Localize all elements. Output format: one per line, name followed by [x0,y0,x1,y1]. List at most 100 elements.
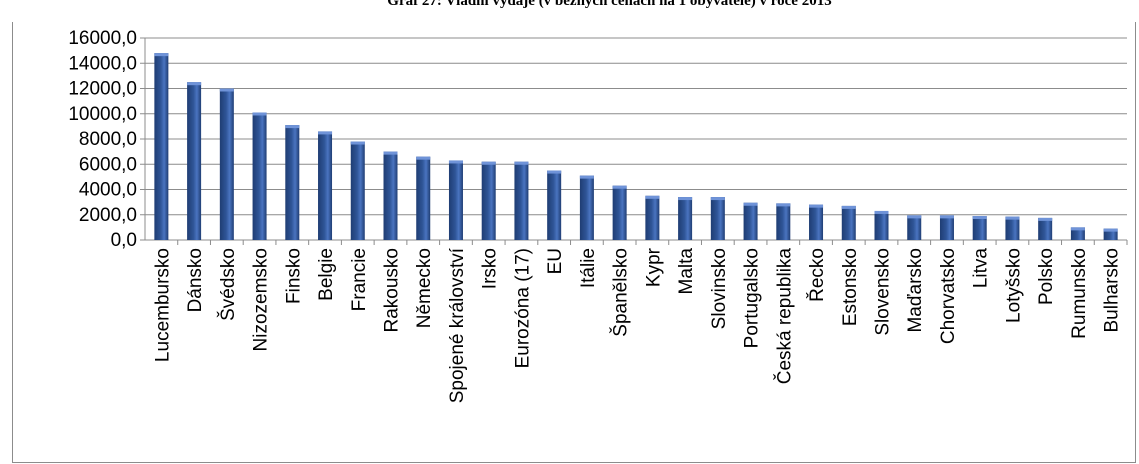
bar-cap [154,53,169,57]
bar [841,205,856,240]
bar [1005,216,1020,240]
category-label: Rumunsko [1069,248,1090,339]
bar [481,161,496,240]
bar-cap [481,161,496,165]
category-label: Řecko [806,248,828,302]
category-label: Švédsko [217,248,239,321]
category-label: Irsko [480,248,501,289]
bar-cap [318,131,333,135]
category-label: Itálie [578,248,599,288]
bar-cap [1005,216,1020,220]
category-label: Polsko [1036,248,1057,305]
bar [547,170,562,240]
y-tick-label: 0,0 [111,230,137,251]
category-label: Bulharsko [1102,248,1123,333]
y-tick-label: 8000,0 [79,129,137,150]
bar [874,210,889,240]
bar-cap [416,156,431,160]
bar-cap [939,215,954,219]
bar [809,204,824,240]
bar-cap [972,216,987,220]
bar-cap [743,202,758,206]
bar [252,112,267,240]
y-tick-label: 14000,0 [68,53,137,74]
bar [579,175,594,240]
category-label: Nizozemsko [251,248,272,351]
bar [1038,217,1053,240]
bar [187,82,202,240]
bar [907,215,922,240]
category-label: Kypr [643,247,664,287]
category-label: Chorvatsko [938,248,959,344]
bar-cap [874,210,889,214]
bar [612,185,627,240]
bar-cap [1038,217,1053,221]
category-label: Malta [676,248,697,295]
bar [972,216,987,240]
bar-cap [710,197,725,201]
bar-cap [219,88,234,92]
bar [710,197,725,240]
bar-cap [579,175,594,179]
y-tick-label: 10000,0 [68,104,137,125]
bar [318,131,333,240]
bar-cap [547,170,562,174]
category-label: Německo [414,248,435,328]
category-label: Francie [349,248,370,311]
bar-cap [187,82,202,86]
category-label: Česká republika [773,248,795,385]
bar-cap [285,125,300,129]
chart-title: Graf 27: Vládní výdaje (v běžných cenách… [0,0,1139,14]
category-label: Rakousko [382,248,403,333]
bar-cap [678,197,693,201]
bar-cap [448,160,463,164]
chart-frame [12,22,1136,463]
bar [939,215,954,240]
bar [448,160,463,240]
category-label: Slovensko [873,248,894,336]
bar-cap [612,185,627,189]
y-tick-label: 2000,0 [79,205,137,226]
bar-cap [514,161,529,165]
bar-cap [776,203,791,207]
bar [743,202,758,240]
category-label: Lucembursko [152,248,173,362]
bar [154,53,169,241]
bar-cap [645,195,660,199]
bar [350,141,365,240]
category-label: Litva [971,248,992,289]
category-label: Španělsko [610,248,632,337]
y-tick-label: 16000,0 [68,28,137,49]
bar-cap [1103,228,1118,232]
y-tick-label: 6000,0 [79,154,137,175]
bar-cap [1070,227,1085,231]
category-label: Maďarsko [905,248,926,333]
bar [285,125,300,240]
category-label: Lotyšsko [1003,248,1024,323]
y-tick-label: 12000,0 [68,79,137,100]
bar [1103,228,1118,240]
category-label: EU [545,248,566,274]
bar [645,195,660,240]
category-label: Slovinsko [709,248,730,329]
bar [416,156,431,240]
bar [678,197,693,240]
y-tick-label: 4000,0 [79,180,137,201]
category-label: Eurozóna (17) [512,248,533,368]
bar-cap [907,215,922,219]
bar [383,151,398,240]
category-label: Dánsko [185,248,206,312]
chart-title-text: Graf 27: Vládní výdaje (v běžných cenách… [387,0,832,9]
category-label: Spojené království [447,247,468,403]
bar-cap [252,112,267,116]
bar-cap [841,205,856,209]
bar-cap [809,204,824,208]
category-label: Estonsko [840,248,861,326]
category-label: Belgie [316,248,337,301]
category-label: Portugalsko [742,248,763,348]
bar-cap [350,141,365,145]
bar [776,203,791,240]
bar-cap [383,151,398,155]
bar [219,88,234,240]
